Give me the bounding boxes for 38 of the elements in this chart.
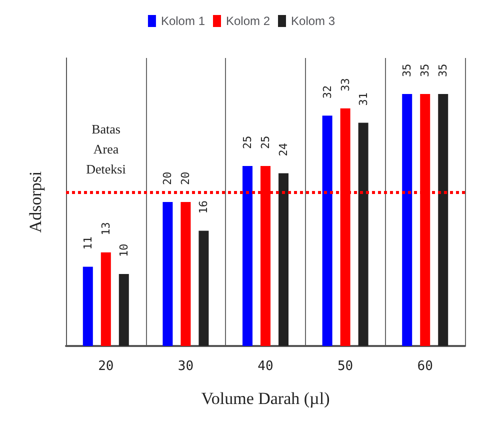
x-tick-label: 20 <box>98 359 114 374</box>
bar <box>100 252 111 346</box>
data-label: 33 <box>338 78 352 92</box>
bar <box>438 94 448 346</box>
bar <box>118 274 129 346</box>
bar <box>402 94 412 346</box>
legend-label: Kolom 2 <box>226 14 270 28</box>
bar <box>242 166 252 346</box>
data-label: 35 <box>436 64 450 77</box>
bar <box>322 116 332 346</box>
data-label: 24 <box>277 142 290 156</box>
legend-label: Kolom 1 <box>160 14 206 28</box>
data-label: 31 <box>356 92 370 106</box>
x-tick-label: 50 <box>337 359 354 374</box>
bar <box>180 202 191 346</box>
x-tick-label: 40 <box>258 359 274 374</box>
data-label: 11 <box>81 236 94 250</box>
bar <box>198 230 209 346</box>
data-label: 16 <box>197 200 210 214</box>
x-tick-label: 60 <box>417 359 433 374</box>
data-label: 35 <box>400 64 414 77</box>
data-label: 20 <box>179 172 192 185</box>
data-label: 13 <box>99 222 112 236</box>
x-axis-title: Volume Darah (µl) <box>201 389 330 408</box>
bar <box>82 266 93 346</box>
data-label: 25 <box>259 136 272 149</box>
data-label: 25 <box>241 136 254 149</box>
data-label: 32 <box>320 85 334 99</box>
legend-label: Kolom 3 <box>291 14 336 28</box>
x-tick-label: 30 <box>178 359 194 374</box>
y-axis-title: Adsorpsi <box>26 171 45 233</box>
data-label: 20 <box>161 172 174 185</box>
data-label: 10 <box>117 244 130 257</box>
bar <box>162 202 173 346</box>
bar <box>358 122 368 346</box>
data-label: 35 <box>418 64 432 77</box>
bar <box>278 173 288 346</box>
ref-line-label: Batas Area Deteksi <box>86 121 126 176</box>
